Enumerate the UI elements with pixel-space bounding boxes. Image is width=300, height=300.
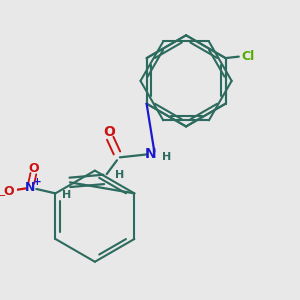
Text: Cl: Cl — [242, 50, 255, 63]
Text: H: H — [115, 170, 124, 180]
Text: −: − — [0, 191, 7, 201]
Text: N: N — [145, 147, 157, 161]
Text: H: H — [162, 152, 171, 162]
Text: O: O — [104, 125, 116, 140]
Text: N: N — [25, 181, 36, 194]
Text: O: O — [28, 162, 39, 175]
Text: H: H — [62, 190, 72, 200]
Text: O: O — [3, 184, 14, 197]
Text: +: + — [32, 177, 41, 187]
